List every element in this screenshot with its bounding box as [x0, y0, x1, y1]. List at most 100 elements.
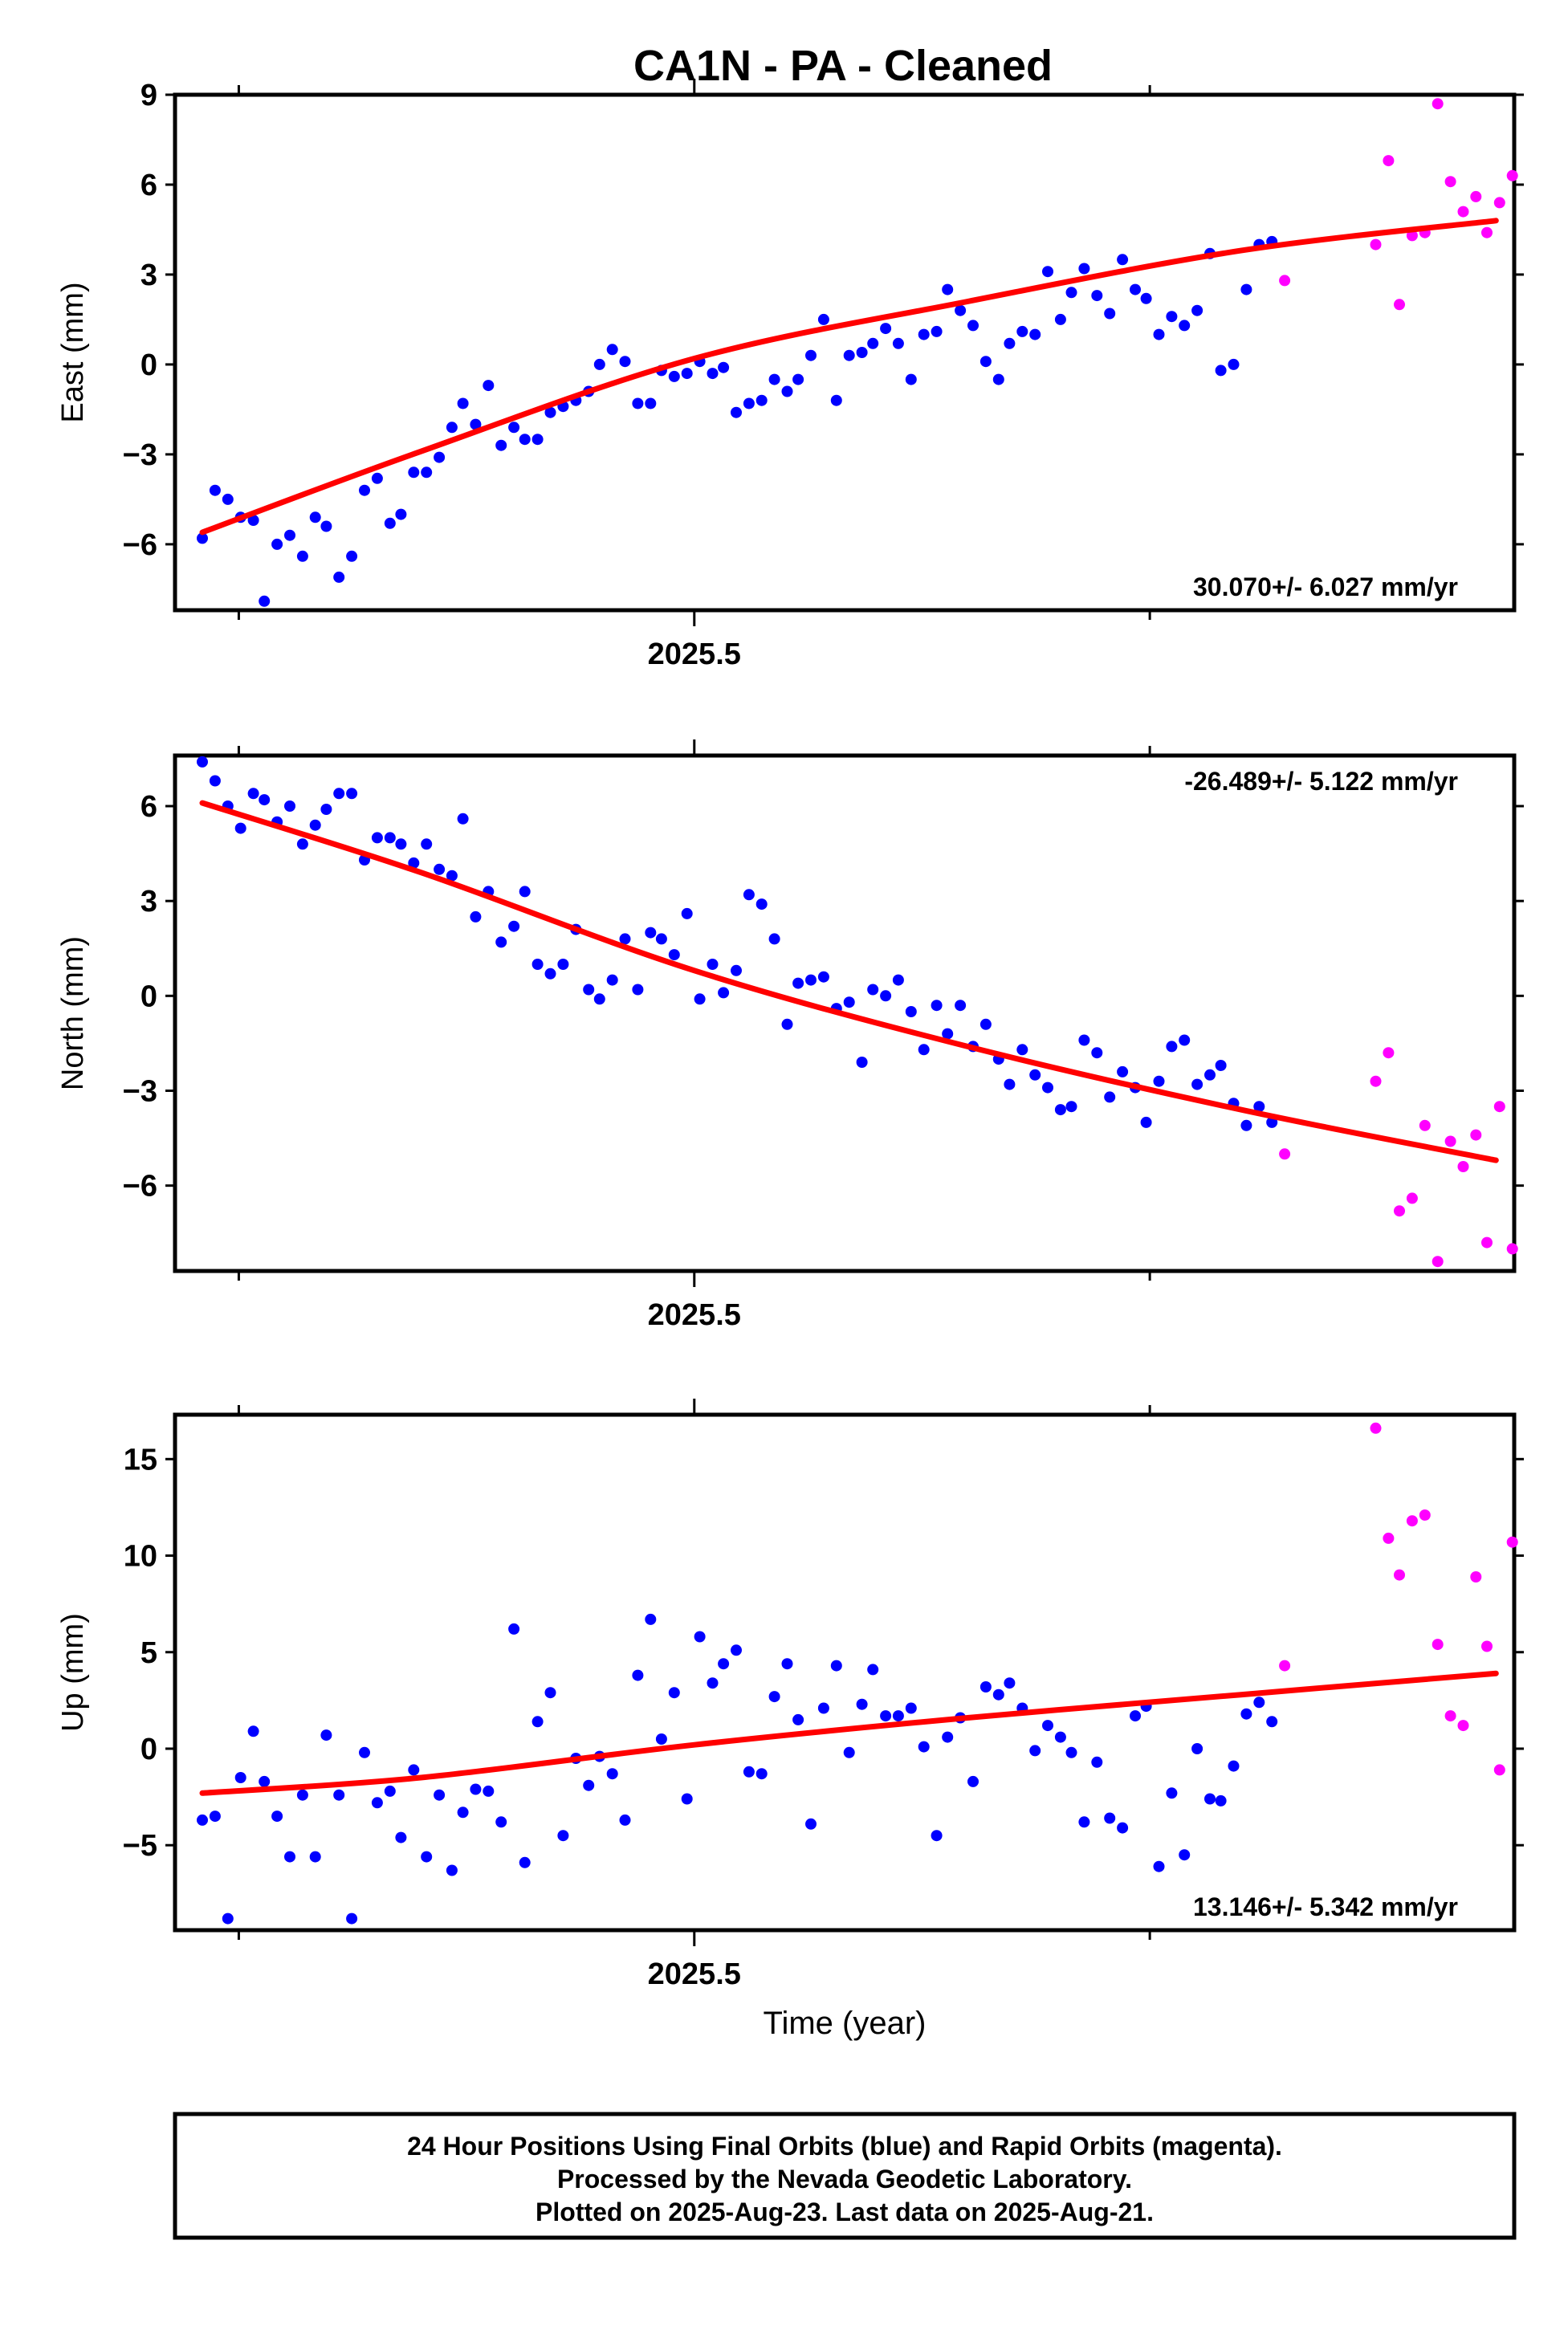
north-ytick-label: −3: [123, 1074, 157, 1108]
north-final-orbit-point: [557, 959, 569, 970]
up-final-orbit-point: [544, 1687, 556, 1699]
north-final-orbit-point: [817, 971, 829, 983]
east-rapid-orbit-point: [1279, 275, 1291, 287]
north-final-orbit-point: [1004, 1078, 1016, 1090]
up-final-orbit-point: [408, 1764, 420, 1776]
up-plot-frame: [173, 1412, 1517, 1933]
north-final-orbit-point: [843, 996, 855, 1008]
up-final-orbit-point: [632, 1669, 644, 1681]
east-final-orbit-point: [931, 325, 943, 337]
north-ytick-label: 6: [141, 790, 157, 824]
up-final-orbit-point: [1054, 1731, 1066, 1743]
north-final-orbit-point: [1104, 1091, 1116, 1103]
east-final-orbit-point: [346, 550, 358, 562]
east-final-orbit-point: [371, 472, 383, 484]
up-final-orbit-point: [792, 1713, 804, 1725]
east-final-orbit-point: [843, 349, 855, 361]
east-rapid-orbit-point: [1481, 226, 1493, 238]
east-final-orbit-point: [359, 484, 370, 496]
up-final-orbit-point: [1117, 1822, 1129, 1834]
footer-line-2: Processed by the Nevada Geodetic Laborat…: [557, 2165, 1132, 2194]
east-final-orbit-point: [531, 434, 544, 446]
east-final-orbit-point: [755, 394, 768, 406]
up-final-orbit-point: [743, 1766, 755, 1778]
up-final-orbit-point: [967, 1775, 979, 1787]
east-final-orbit-point: [593, 358, 605, 370]
up-final-orbit-point: [718, 1658, 730, 1670]
east-final-orbit-point: [271, 538, 283, 550]
up-final-orbit-point: [1065, 1746, 1077, 1758]
east-final-orbit-point: [197, 532, 208, 544]
north-rapid-orbit-point: [1493, 1101, 1505, 1113]
north-axis-title: North (mm): [56, 936, 90, 1090]
east-rapid-orbit-point: [1370, 238, 1382, 251]
east-final-orbit-point: [247, 515, 259, 526]
east-final-orbit-point: [918, 328, 930, 340]
north-final-orbit-point: [856, 1057, 868, 1068]
up-final-orbit-point: [234, 1772, 246, 1783]
up-rapid-orbit-point: [1370, 1422, 1382, 1434]
east-final-orbit-point: [768, 373, 780, 385]
north-final-orbit-point: [470, 910, 482, 923]
east-ytick-label: −6: [123, 528, 157, 562]
east-final-orbit-point: [1240, 283, 1252, 295]
up-final-orbit-point: [284, 1851, 295, 1863]
up-final-orbit-point: [1179, 1849, 1191, 1861]
north-rapid-orbit-point: [1383, 1047, 1395, 1059]
east-ytick-label: 9: [141, 79, 157, 112]
east-final-orbit-point: [222, 493, 234, 505]
east-final-orbit-point: [632, 397, 644, 409]
up-rapid-orbit-point: [1394, 1569, 1405, 1581]
up-final-orbit-point: [843, 1746, 855, 1758]
east-final-orbit-point: [681, 368, 693, 380]
east-final-orbit-point: [495, 439, 507, 451]
north-final-orbit-point: [955, 1000, 967, 1012]
east-final-orbit-point: [731, 406, 742, 418]
east-final-orbit-point: [1054, 313, 1066, 325]
east-rapid-orbit-point: [1432, 98, 1444, 110]
up-final-orbit-point: [1166, 1787, 1178, 1799]
north-final-orbit-point: [606, 974, 618, 986]
north-final-orbit-point: [544, 967, 556, 980]
up-final-orbit-point: [1228, 1760, 1240, 1772]
up-rapid-orbit-point: [1457, 1720, 1469, 1732]
up-final-orbit-point: [1130, 1710, 1141, 1722]
up-final-orbit-point: [371, 1797, 383, 1809]
up-final-orbit-point: [918, 1741, 930, 1753]
east-final-orbit-point: [421, 466, 433, 479]
north-final-orbit-point: [918, 1044, 930, 1056]
north-rapid-orbit-point: [1506, 1243, 1518, 1255]
east-final-orbit-point: [1117, 254, 1129, 266]
north-xtick-label: 2025.5: [648, 1298, 741, 1332]
up-final-orbit-point: [619, 1814, 631, 1826]
east-rapid-orbit-series: [1279, 98, 1518, 311]
up-ytick-label: 0: [141, 1733, 157, 1766]
up-final-orbit-point: [1029, 1745, 1041, 1757]
north-final-orbit-point: [880, 990, 892, 1002]
north-final-orbit-point: [495, 936, 507, 948]
up-axis-title: Up (mm): [56, 1613, 90, 1732]
north-final-orbit-point: [247, 788, 259, 800]
east-final-orbit-point: [508, 422, 520, 434]
east-final-orbit-point: [457, 397, 469, 409]
north-rapid-orbit-series: [1279, 1047, 1518, 1268]
east-final-orbit-point: [1191, 304, 1203, 316]
up-ytick-label: −5: [123, 1829, 157, 1863]
north-final-orbit-point: [892, 974, 904, 986]
east-final-orbit-point: [483, 380, 495, 392]
east-final-orbit-point: [880, 323, 892, 335]
up-rapid-orbit-point: [1493, 1764, 1505, 1776]
up-final-orbit-point: [856, 1698, 868, 1710]
footer-line-3: Plotted on 2025-Aug-23. Last data on 202…: [536, 2198, 1154, 2226]
up-ytick-label: 5: [141, 1636, 157, 1670]
up-final-orbit-point: [309, 1851, 321, 1863]
up-rapid-orbit-point: [1279, 1660, 1291, 1672]
up-final-orbit-point: [905, 1702, 917, 1714]
north-final-orbit-point: [434, 863, 446, 875]
up-final-orbit-point: [222, 1912, 234, 1925]
east-final-orbit-point: [259, 595, 271, 607]
north-final-orbit-point: [743, 889, 755, 901]
east-final-orbit-point: [606, 344, 618, 356]
east-final-orbit-point: [967, 320, 979, 332]
up-rapid-orbit-point: [1506, 1536, 1518, 1548]
